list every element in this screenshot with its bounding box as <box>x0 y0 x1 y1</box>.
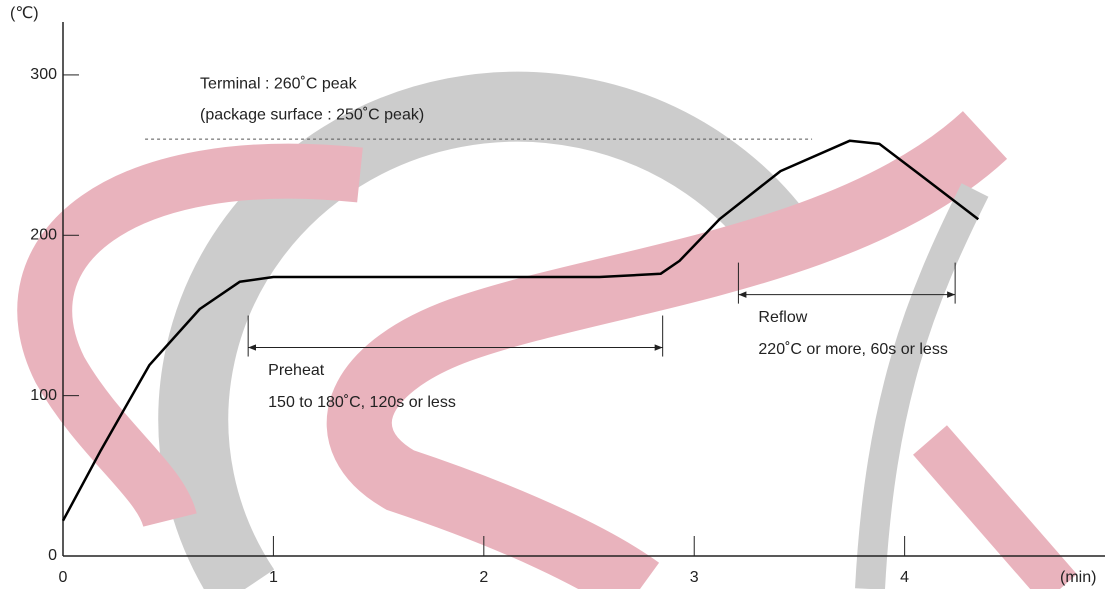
x-tick-label: 0 <box>59 569 68 586</box>
watermark-swoosh <box>326 110 1008 589</box>
range-name: Reflow <box>758 309 807 326</box>
x-tick-label: 1 <box>269 569 278 586</box>
peak-label: Terminal : 260˚C peak <box>200 75 358 92</box>
x-tick-label: 4 <box>900 569 909 586</box>
watermark-arc <box>855 183 989 589</box>
range-label: 150 to 180˚C, 120s or less <box>268 394 456 411</box>
y-tick-label: 100 <box>30 387 57 404</box>
watermark <box>17 71 1077 589</box>
range-name: Preheat <box>268 362 325 379</box>
x-tick-label: 2 <box>479 569 488 586</box>
watermark-swoosh <box>913 425 1077 589</box>
y-unit-label: (℃) <box>10 5 39 22</box>
profile-line <box>61 139 980 522</box>
range-label: 220˚C or more, 60s or less <box>758 341 947 358</box>
x-unit-label: (min) <box>1060 569 1096 586</box>
peak-label: (package surface : 250˚C peak) <box>200 106 424 123</box>
y-tick-label: 0 <box>48 547 57 564</box>
x-tick-label: 3 <box>690 569 699 586</box>
y-tick-label: 300 <box>30 66 57 83</box>
y-tick-label: 200 <box>30 226 57 243</box>
watermark-swoosh <box>17 143 363 529</box>
